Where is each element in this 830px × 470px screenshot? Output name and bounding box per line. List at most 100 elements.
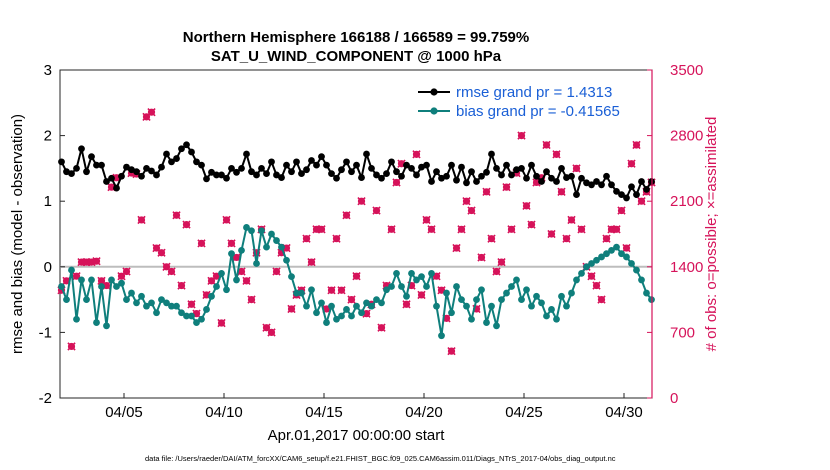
rmse-point: [458, 163, 465, 171]
rmse-point: [213, 171, 220, 179]
legend-bias-label: bias grand pr = -0.41565: [456, 103, 620, 120]
bias-point: [363, 299, 370, 307]
obs-count-marker: [147, 108, 156, 117]
rmse-point: [248, 168, 255, 176]
y-left-tick-label: 0: [44, 259, 52, 276]
rmse-point: [288, 168, 295, 176]
obs-assimilated-cross: [457, 225, 466, 234]
obs-count-marker: [372, 206, 381, 215]
rmse-point: [353, 161, 360, 169]
obs-count-marker: [552, 150, 561, 159]
obs-assimilated-cross: [167, 267, 176, 276]
obs-count-marker: [357, 197, 366, 206]
bias-point: [468, 315, 475, 323]
bias-point: [158, 296, 165, 303]
rmse-point: [278, 174, 285, 181]
y-right-tick-label: 2100: [670, 193, 703, 210]
rmse-series: [58, 141, 655, 202]
bias-point: [568, 289, 575, 297]
bias-point: [428, 269, 435, 277]
bias-point: [308, 286, 315, 294]
obs-assimilated-cross: [492, 267, 501, 276]
obs-assimilated-cross: [597, 295, 606, 304]
bias-point: [258, 227, 265, 235]
obs-assimilated-cross: [627, 159, 636, 168]
bias-point: [518, 296, 525, 303]
rmse-point: [203, 175, 210, 183]
obs-count-marker: [287, 304, 296, 314]
bias-point: [488, 302, 495, 310]
bias-point: [163, 299, 170, 307]
obs-assimilated-cross: [522, 201, 531, 211]
rmse-point: [423, 161, 430, 169]
rmse-point: [573, 191, 580, 199]
obs-count-marker: [527, 220, 536, 229]
bias-point: [543, 312, 550, 320]
rmse-point: [523, 174, 530, 182]
obs-count-marker: [487, 234, 496, 243]
obs-assimilated-cross: [562, 234, 571, 243]
bias-point: [483, 319, 490, 326]
obs-assimilated-cross: [342, 211, 351, 220]
rmse-point: [543, 168, 550, 176]
y-left-tick-label: 3: [44, 62, 52, 79]
bias-point: [498, 296, 505, 303]
obs-assimilated-cross: [422, 215, 431, 225]
bias-point: [513, 276, 520, 284]
rmse-point: [173, 155, 180, 162]
bias-point: [83, 296, 90, 303]
rmse-point: [553, 178, 560, 185]
obs-count-marker: [427, 225, 436, 234]
y-left-tick-label: -1: [39, 324, 52, 341]
rmse-point: [463, 179, 470, 187]
obs-count-marker: [187, 300, 196, 309]
chart-title-line2: SAT_U_WIND_COMPONENT @ 1000 hPa: [211, 48, 502, 65]
obs-count-marker: [337, 286, 346, 295]
bias-point: [533, 292, 540, 300]
y-left-tick-label: -2: [39, 390, 52, 407]
bias-point: [238, 247, 245, 254]
obs-count-marker: [572, 164, 581, 173]
obs-count-marker: [567, 215, 576, 225]
rmse-point: [123, 163, 130, 171]
rmse-point: [348, 168, 355, 176]
obs-assimilated-cross: [467, 206, 476, 215]
rmse-point: [98, 161, 105, 169]
obs-assimilated-cross: [392, 178, 401, 187]
obs-count-marker: [462, 197, 471, 206]
rmse-point: [473, 178, 480, 185]
bias-point: [423, 283, 430, 290]
rmse-point: [323, 161, 330, 169]
obs-assimilated-cross: [317, 225, 326, 234]
rmse-point: [118, 172, 125, 180]
rmse-point: [448, 161, 455, 169]
obs-assimilated-cross: [622, 243, 631, 253]
rmse-point: [388, 158, 395, 166]
bias-point: [393, 269, 400, 277]
obs-count-marker: [482, 187, 491, 196]
rmse-point: [628, 183, 635, 191]
bias-point: [523, 286, 530, 294]
obs-assimilated-cross: [147, 108, 156, 117]
obs-assimilated-cross: [332, 234, 341, 243]
obs-count-marker: [137, 215, 146, 225]
bias-series: [58, 224, 655, 340]
obs-assimilated-cross: [507, 225, 516, 234]
obs-assimilated-cross: [327, 286, 336, 295]
rmse-point: [488, 150, 495, 158]
rmse-point: [58, 158, 65, 166]
obs-assimilated-cross: [547, 229, 556, 239]
rmse-point: [558, 165, 565, 172]
bias-point: [333, 315, 340, 323]
bias-point: [413, 276, 420, 284]
obs-assimilated-cross: [497, 257, 506, 267]
rmse-point: [228, 165, 235, 172]
obs-assimilated-cross: [592, 281, 601, 290]
bias-point: [353, 302, 360, 310]
rmse-point: [608, 181, 615, 189]
bias-point: [628, 260, 635, 267]
obs-assimilated-cross: [417, 290, 426, 300]
obs-count-marker: [447, 346, 456, 356]
obs-assimilated-cross: [387, 225, 396, 234]
bias-point: [328, 302, 335, 310]
